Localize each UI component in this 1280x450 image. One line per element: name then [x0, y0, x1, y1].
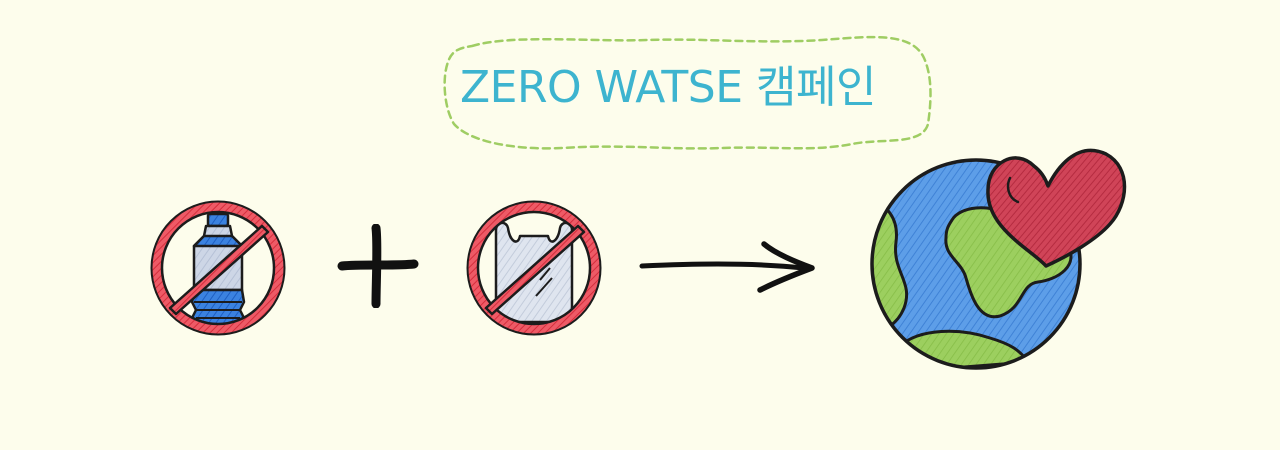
campaign-title-badge: ZERO WATSE 캠페인 [442, 28, 934, 156]
campaign-title: ZERO WATSE 캠페인 [460, 62, 876, 113]
dashed-cloud-border [443, 35, 932, 150]
right-arrow-icon [636, 236, 822, 296]
earth-with-heart-icon [860, 132, 1136, 376]
plus-icon [336, 223, 420, 309]
no-plastic-bag-icon [456, 188, 612, 344]
no-plastic-bottle-icon [140, 190, 296, 346]
